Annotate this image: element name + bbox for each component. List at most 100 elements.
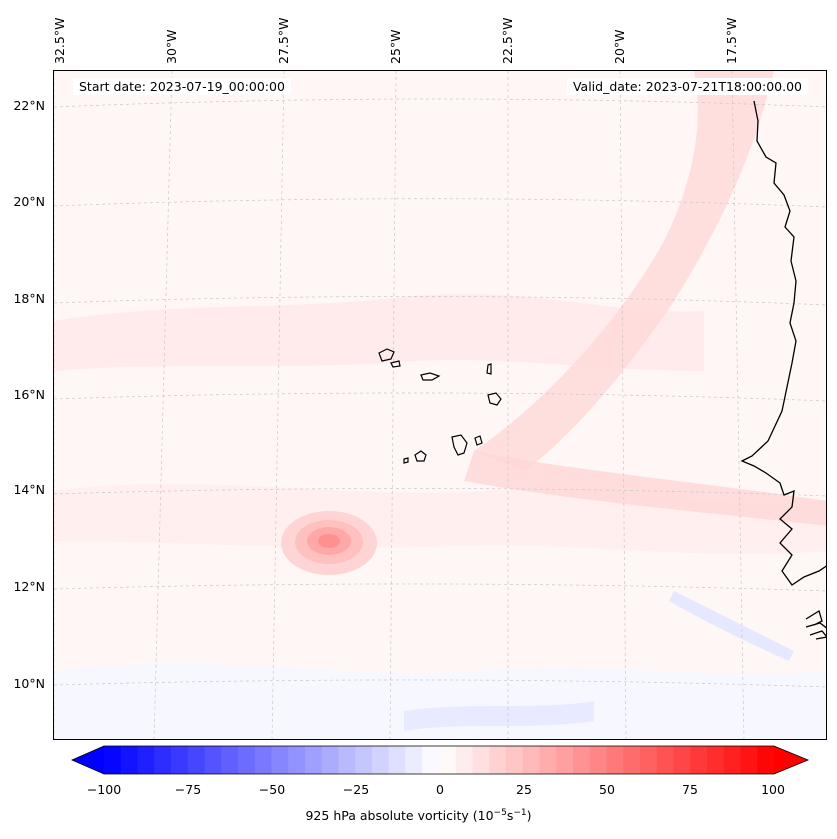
field-negative-band — [54, 664, 826, 739]
lon-label-25w: 25°W — [388, 29, 403, 64]
colorbar-tick: 0 — [436, 782, 444, 797]
grid-lat-16 — [54, 392, 826, 402]
colorbar-segment — [221, 746, 239, 774]
lon-label-22-5w: 22.5°W — [500, 17, 515, 64]
colorbar-tick: 75 — [682, 782, 698, 797]
lon-label-27-5w: 27.5°W — [276, 17, 291, 64]
colorbar-tick: −50 — [258, 782, 286, 797]
island-sao-vicente — [390, 360, 401, 368]
colorbar-segment — [606, 746, 624, 774]
colorbar-segment — [522, 746, 541, 774]
colorbar-label: 925 hPa absolute vorticity (10−5s−1) — [305, 808, 532, 824]
valid-date-label: Valid_date: 2023-07-21T18:00:00.00 — [566, 78, 808, 95]
cape-verde-islands — [378, 348, 502, 464]
colorbar-segment — [104, 746, 122, 774]
colorbar-segment — [288, 746, 306, 774]
colorbar-segment — [489, 746, 507, 774]
colorbar-segment — [757, 746, 775, 774]
colorbar-extend-max — [774, 746, 808, 774]
colorbar-tick: −100 — [86, 782, 122, 797]
colorbar-tick: 100 — [761, 782, 785, 797]
island-maio — [474, 435, 483, 446]
colorbar-segment — [723, 746, 742, 774]
grid-lon-30 — [153, 71, 173, 739]
grid-lat-18 — [54, 296, 826, 306]
colorbar-segment — [238, 746, 256, 774]
colorbar-tick: −75 — [174, 782, 202, 797]
colorbar-segment — [573, 746, 591, 774]
colorbar-segment — [690, 746, 708, 774]
colorbar-tick: 50 — [599, 782, 615, 797]
colorbar-segment — [388, 746, 407, 774]
colorbar-segment — [556, 746, 574, 774]
colorbar-segment — [740, 746, 758, 774]
colorbar-segment — [673, 746, 691, 774]
colorbar-tick: 25 — [516, 782, 532, 797]
colorbar-segment — [506, 746, 524, 774]
grid-lon-17-5 — [731, 71, 745, 739]
colorbar-segment — [439, 746, 457, 774]
colorbar-segment — [422, 746, 440, 774]
lat-label-20n: 20°N — [13, 194, 45, 209]
colorbar-segment — [321, 746, 340, 774]
colorbar-segment — [656, 746, 675, 774]
colorbar-segment — [137, 746, 155, 774]
start-date-label: Start date: 2023-07-19_00:00:00 — [73, 78, 291, 95]
lat-label-10n: 10°N — [13, 676, 45, 691]
colorbar-segment — [187, 746, 206, 774]
grid-lon-25 — [389, 71, 397, 739]
island-santo-antao — [378, 348, 395, 362]
vortex-maximum — [281, 511, 377, 575]
lat-label-16n: 16°N — [13, 387, 45, 402]
island-santiago — [451, 434, 468, 456]
lat-label-18n: 18°N — [13, 291, 45, 306]
grid-lat-12 — [54, 583, 826, 592]
colorbar-segment — [254, 746, 273, 774]
colorbar-tick: −25 — [342, 782, 370, 797]
island-sao-nicolau — [420, 372, 441, 381]
lon-label-30w: 30°W — [164, 29, 179, 64]
field-negative-streak — [669, 591, 794, 661]
colorbar-segment — [271, 746, 289, 774]
vorticity-field — [54, 71, 826, 739]
colorbar-segment — [623, 746, 641, 774]
island-brava — [403, 457, 409, 464]
lon-label-17-5w: 17.5°W — [724, 17, 739, 64]
colorbar-segment — [539, 746, 557, 774]
grid-lat-20 — [54, 198, 826, 208]
lat-label-22n: 22°N — [13, 98, 45, 113]
colorbar-segment — [171, 746, 189, 774]
colorbar-segment — [707, 746, 725, 774]
colorbar-segment — [589, 746, 608, 774]
colorbar-segment — [338, 746, 356, 774]
island-boa-vista — [487, 392, 502, 406]
map-panel — [53, 70, 827, 740]
grid-lon-27-5 — [271, 71, 285, 739]
grid-lat-14 — [54, 488, 826, 497]
field-wave-axis — [464, 451, 826, 526]
grid-lat-22 — [54, 98, 826, 108]
island-sal — [486, 363, 492, 375]
colorbar-outline — [71, 745, 810, 775]
lon-label-20w: 20°W — [612, 29, 627, 64]
lat-label-12n: 12°N — [13, 579, 45, 594]
grid-lon-20 — [619, 71, 627, 739]
colorbar-segment — [204, 746, 222, 774]
west-africa-coastline — [740, 100, 826, 640]
grid-lat-10 — [54, 679, 826, 688]
island-fogo — [414, 450, 427, 462]
lat-label-14n: 14°N — [13, 482, 45, 497]
colorbar-segment — [355, 746, 373, 774]
colorbar — [71, 745, 810, 775]
colorbar-segment — [472, 746, 490, 774]
graticule — [54, 71, 826, 739]
colorbar-segment — [305, 746, 323, 774]
colorbar-segment — [372, 746, 390, 774]
colorbar-segment — [154, 746, 172, 774]
field-band-subtropical — [54, 293, 704, 371]
colorbar-segment — [405, 746, 423, 774]
colorbar-segment — [120, 746, 139, 774]
field-ridge-coast — [474, 71, 774, 471]
colorbar-extend-min — [72, 746, 104, 774]
colorbar-segment — [455, 746, 474, 774]
